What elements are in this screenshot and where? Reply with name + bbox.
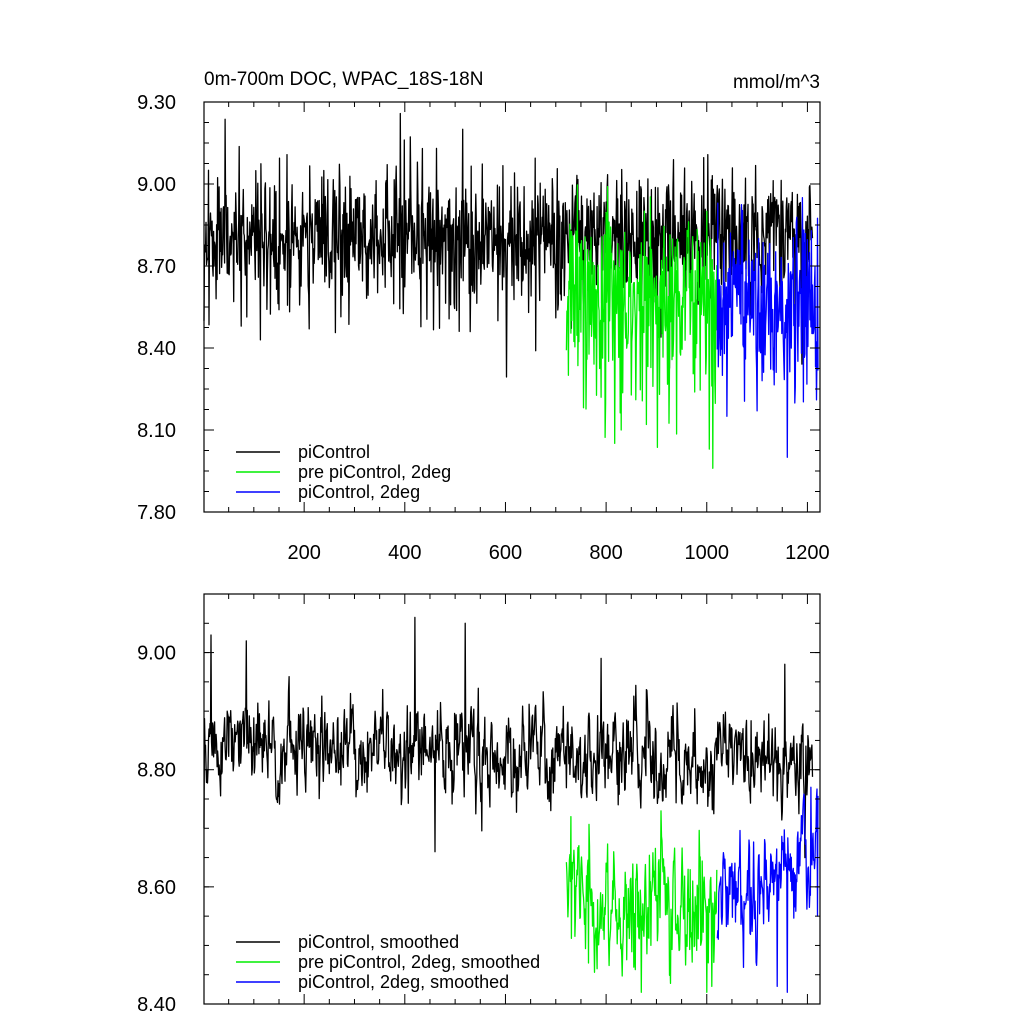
plot-frame — [203, 593, 821, 1005]
series-line-0-2 — [716, 197, 819, 458]
x-tick-label: 1000 — [685, 542, 730, 564]
top-panel-axes: 7.80 8.10 8.40 8.70 9.00 9.30 200 400 600 800 1000… — [137, 92, 830, 564]
y-tick-label: 8.80 — [137, 760, 176, 782]
legend-label: pre piControl, 2deg, smoothed — [298, 952, 540, 972]
y-tick-label: 8.40 — [137, 994, 176, 1016]
y-tick-label: 9.30 — [137, 92, 176, 114]
top-panel: 0m-700m DOC, WPAC_18S-18N mmol/m^3 7.80 8… — [137, 69, 830, 564]
series-line-1-0 — [203, 616, 814, 859]
x-tick-label: 400 — [388, 542, 421, 564]
y-tick-label: 9.00 — [137, 643, 176, 665]
series-line-1-2 — [716, 786, 819, 993]
y-tick-label: 8.10 — [137, 420, 176, 442]
x-tick-label: 800 — [589, 542, 622, 564]
top-panel-units: mmol/m^3 — [733, 72, 820, 93]
y-tick-label: 8.70 — [137, 256, 176, 278]
y-tick-label: 8.60 — [137, 877, 176, 899]
x-tick-label: 1200 — [785, 542, 830, 564]
bottom-panel: 8.40 8.60 8.80 9.00 piControl, smoothedpre … — [137, 593, 821, 1016]
x-tick-label: 200 — [287, 542, 320, 564]
legend-label: pre piControl, 2deg — [298, 462, 451, 482]
series-line-0-1 — [565, 184, 718, 469]
top-panel-title: 0m-700m DOC, WPAC_18S-18N — [204, 69, 483, 90]
x-tick-label: 600 — [489, 542, 522, 564]
top-panel-series-layer — [203, 112, 819, 469]
y-tick-label: 9.00 — [137, 174, 176, 196]
legend-label: piControl, 2deg — [298, 482, 420, 502]
series-line-0-0 — [203, 112, 814, 378]
bottom-panel-axes: 8.40 8.60 8.80 9.00 — [137, 593, 821, 1016]
series-line-1-1 — [565, 810, 718, 993]
legend-label: piControl — [298, 442, 370, 462]
y-tick-label: 7.80 — [137, 502, 176, 524]
legend-label: piControl, smoothed — [298, 932, 459, 952]
legend-label: piControl, 2deg, smoothed — [298, 972, 509, 992]
bottom-panel-series-layer — [203, 616, 819, 993]
y-tick-label: 8.40 — [137, 338, 176, 360]
